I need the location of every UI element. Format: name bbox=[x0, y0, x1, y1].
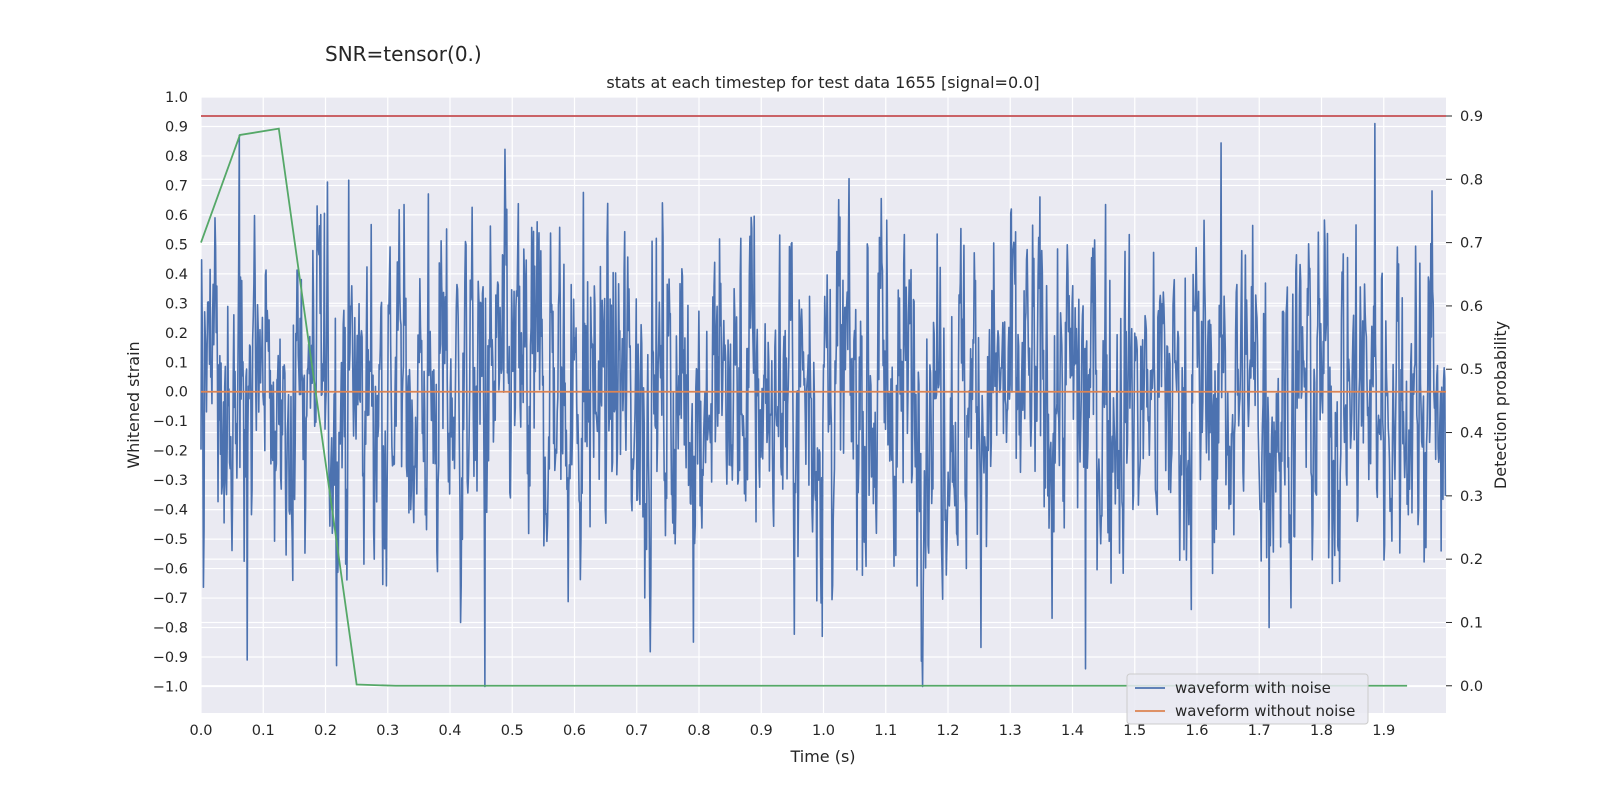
x-ticks: 0.0 0.1 0.2 0.3 0.4 0.5 0.6 0.7 0.8 0.9 1.0 1.1 1.2 1… bbox=[189, 723, 1395, 739]
x-tick-label: 1.5 bbox=[1123, 723, 1146, 739]
y2-tick-label: 0.4 bbox=[1460, 426, 1483, 442]
x-tick-label: 1.3 bbox=[999, 723, 1022, 739]
line-series bbox=[200, 115, 1446, 687]
x-tick-label: 0.2 bbox=[314, 723, 337, 739]
x-axis-label: Time (s) bbox=[789, 747, 855, 766]
x-tick-label: 0.8 bbox=[687, 723, 710, 739]
y-tick-label: −0.6 bbox=[153, 562, 188, 578]
y2-tick-label: 0.8 bbox=[1460, 172, 1483, 188]
y2-axis-label: Detection probability bbox=[1491, 321, 1510, 489]
y-tick-label: 0.8 bbox=[165, 149, 188, 165]
y2-ticks: 0.9 0.8 0.7 0.6 0.5 0.4 0.3 0.2 0.1 0.0 bbox=[1446, 109, 1483, 695]
y-tick-label: 0.9 bbox=[165, 119, 188, 135]
y-tick-label: 0.4 bbox=[165, 267, 188, 283]
x-tick-label: 1.7 bbox=[1248, 723, 1271, 739]
y2-tick-label: 0.6 bbox=[1460, 299, 1483, 315]
x-tick-label: 0.0 bbox=[189, 723, 212, 739]
y-tick-label: −0.3 bbox=[153, 473, 188, 489]
y-tick-label: 0.7 bbox=[165, 178, 188, 194]
x-tick-label: 1.1 bbox=[874, 723, 897, 739]
x-tick-label: 1.8 bbox=[1310, 723, 1333, 739]
y-tick-label: −0.8 bbox=[153, 621, 188, 637]
y2-tick-label: 0.5 bbox=[1460, 362, 1483, 378]
y-tick-label: 1.0 bbox=[165, 90, 188, 106]
x-tick-label: 0.4 bbox=[438, 723, 461, 739]
y-tick-label: −0.7 bbox=[153, 591, 188, 607]
y-ticks: 1.0 0.9 0.8 0.7 0.6 0.5 0.4 0.3 0.2 0.1 0.0 −0.1 −0.… bbox=[153, 90, 188, 695]
noise-series bbox=[200, 122, 1447, 688]
x-tick-label: 0.9 bbox=[750, 723, 773, 739]
x-tick-label: 1.0 bbox=[812, 723, 835, 739]
waveform-with-noise-line bbox=[200, 122, 1447, 688]
y2-tick-label: 0.1 bbox=[1460, 615, 1483, 631]
x-tick-label: 1.4 bbox=[1061, 723, 1084, 739]
y-tick-label: 0.1 bbox=[165, 355, 188, 371]
y2-tick-label: 0.2 bbox=[1460, 552, 1483, 568]
y-tick-label: −1.0 bbox=[153, 679, 188, 695]
x-tick-label: 0.3 bbox=[376, 723, 399, 739]
y-tick-label: −0.9 bbox=[153, 650, 188, 666]
y-tick-label: 0.5 bbox=[165, 237, 188, 253]
detection-probability-line bbox=[200, 127, 1408, 687]
legend-label: waveform with noise bbox=[1175, 679, 1331, 697]
y-tick-label: −0.5 bbox=[153, 532, 188, 548]
x-tick-label: 0.7 bbox=[625, 723, 648, 739]
y-tick-label: −0.2 bbox=[153, 444, 188, 460]
x-tick-label: 1.2 bbox=[936, 723, 959, 739]
legend-box bbox=[1126, 673, 1369, 725]
legend-label: waveform without noise bbox=[1175, 702, 1355, 720]
x-tick-label: 0.6 bbox=[563, 723, 586, 739]
x-tick-label: 1.6 bbox=[1185, 723, 1208, 739]
chart-title: stats at each timestep for test data 165… bbox=[606, 73, 1039, 92]
x-tick-label: 0.1 bbox=[252, 723, 275, 739]
legend: waveform with noise waveform without nois… bbox=[1126, 673, 1369, 725]
y2-tick-label: 0.9 bbox=[1460, 109, 1483, 125]
y2-tick-label: 0.3 bbox=[1460, 489, 1483, 505]
y2-tick-label: 0.0 bbox=[1460, 679, 1483, 695]
y-tick-label: −0.1 bbox=[153, 414, 188, 430]
y-tick-label: 0.6 bbox=[165, 208, 188, 224]
y-tick-label: 0.2 bbox=[165, 326, 188, 342]
suptitle: SNR=tensor(0.) bbox=[325, 42, 482, 66]
y-tick-label: 0.3 bbox=[165, 296, 188, 312]
y-axis-label: Whitened strain bbox=[124, 341, 143, 468]
x-tick-label: 1.9 bbox=[1372, 723, 1395, 739]
x-tick-label: 0.5 bbox=[501, 723, 524, 739]
y-tick-label: 0.0 bbox=[165, 385, 188, 401]
y-tick-label: −0.4 bbox=[153, 503, 188, 519]
y2-tick-label: 0.7 bbox=[1460, 236, 1483, 252]
